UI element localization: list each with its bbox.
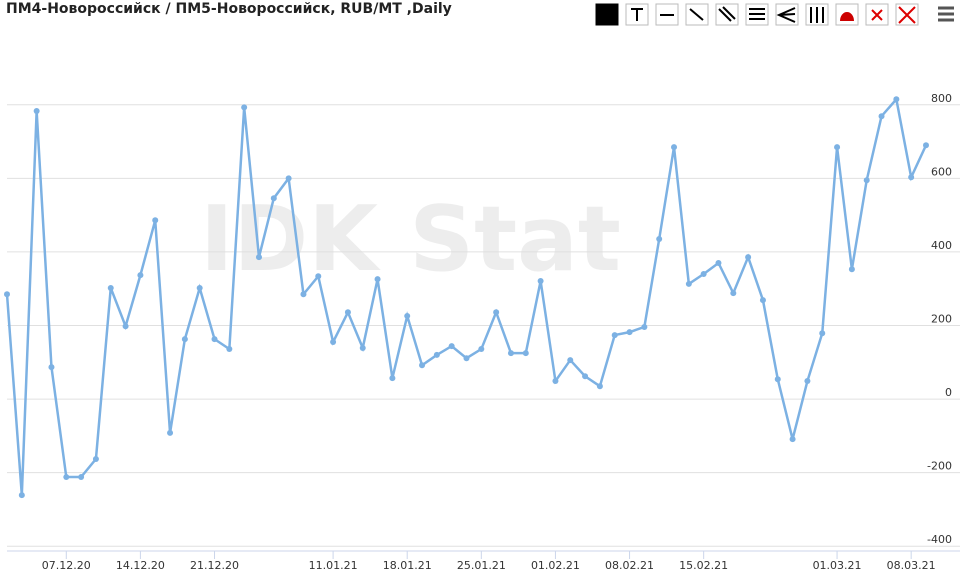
- point: [344, 309, 351, 316]
- point: [389, 375, 396, 382]
- point: [448, 343, 455, 350]
- tool-color[interactable]: [595, 3, 619, 26]
- x-tick-label: 18.01.21: [383, 559, 432, 572]
- point: [522, 350, 529, 357]
- point: [671, 144, 678, 151]
- point: [255, 254, 262, 261]
- point: [893, 96, 900, 103]
- point: [226, 346, 233, 353]
- point: [137, 272, 144, 279]
- point: [804, 378, 811, 385]
- point: [122, 323, 129, 330]
- point: [167, 429, 174, 436]
- y-tick-label: 800: [931, 92, 952, 105]
- icon: [689, 8, 704, 21]
- icon: [718, 6, 736, 22]
- y-tick-label: -200: [927, 460, 952, 473]
- line-series: [5, 96, 928, 496]
- point: [878, 113, 885, 120]
- point: [789, 436, 796, 443]
- point: [507, 350, 514, 357]
- point: [478, 346, 485, 353]
- icon: [840, 12, 854, 21]
- x-tick-label: 25.01.21: [457, 559, 506, 572]
- point: [582, 373, 589, 380]
- point: [404, 312, 411, 319]
- y-tick-label: -400: [927, 533, 952, 546]
- point: [552, 378, 559, 385]
- point: [774, 376, 781, 383]
- point: [745, 254, 752, 261]
- point: [848, 266, 855, 273]
- point: [537, 277, 544, 284]
- point: [196, 284, 203, 291]
- point: [4, 291, 10, 298]
- point: [78, 474, 85, 481]
- point: [315, 273, 322, 280]
- point: [819, 330, 826, 337]
- point: [923, 142, 929, 149]
- icon: [749, 8, 765, 20]
- point: [433, 351, 440, 358]
- point: [834, 144, 841, 151]
- x-tick-label: 15.02.21: [679, 559, 728, 572]
- x-tick-label: 14.12.20: [116, 559, 165, 572]
- watermark: IDK Stat: [200, 187, 621, 292]
- point: [715, 259, 722, 266]
- menu-button[interactable]: [938, 6, 954, 22]
- point: [92, 456, 99, 463]
- point: [908, 174, 915, 181]
- point: [359, 344, 366, 351]
- toolbar: [595, 3, 954, 26]
- point: [181, 336, 188, 343]
- point: [330, 339, 337, 346]
- icon: [810, 7, 824, 23]
- point: [374, 276, 381, 283]
- icon: [871, 9, 883, 21]
- point: [463, 355, 470, 362]
- x-tick-label: 11.01.21: [309, 559, 358, 572]
- y-tick-label: 600: [931, 165, 952, 178]
- point: [285, 175, 292, 182]
- x-tick-label: 01.03.21: [813, 559, 862, 572]
- point: [419, 362, 426, 369]
- x-tick-label: 01.02.21: [531, 559, 580, 572]
- icon: [776, 7, 796, 23]
- point: [241, 104, 248, 111]
- point: [300, 291, 307, 298]
- x-tick-label: 08.02.21: [605, 559, 654, 572]
- y-tick-label: 200: [931, 313, 952, 326]
- tool-channel[interactable]: [715, 3, 739, 26]
- point: [18, 492, 25, 499]
- x-tick-label: 21.12.20: [190, 559, 239, 572]
- x-tick-label: 07.12.20: [42, 559, 91, 572]
- x-tick-label: 08.03.21: [887, 559, 936, 572]
- point: [152, 217, 159, 224]
- icon: [898, 6, 916, 24]
- icon: [631, 8, 643, 21]
- point: [33, 108, 40, 115]
- point: [685, 280, 692, 287]
- y-tick-label: 400: [931, 239, 952, 252]
- point: [270, 195, 277, 202]
- point: [700, 271, 707, 278]
- point: [63, 474, 70, 481]
- point: [656, 236, 663, 243]
- point: [641, 323, 648, 330]
- point: [730, 290, 737, 297]
- point: [863, 177, 870, 184]
- point: [567, 357, 574, 364]
- point: [107, 284, 114, 291]
- point: [211, 336, 218, 343]
- point: [48, 364, 55, 371]
- point: [493, 309, 500, 316]
- y-tick-label: 0: [945, 386, 952, 399]
- point: [759, 297, 766, 304]
- chart-title: ПМ4-Новороссийск / ПМ5-Новороссийск, RUB…: [6, 1, 452, 17]
- point: [611, 332, 618, 339]
- point: [626, 329, 633, 336]
- point: [596, 383, 603, 390]
